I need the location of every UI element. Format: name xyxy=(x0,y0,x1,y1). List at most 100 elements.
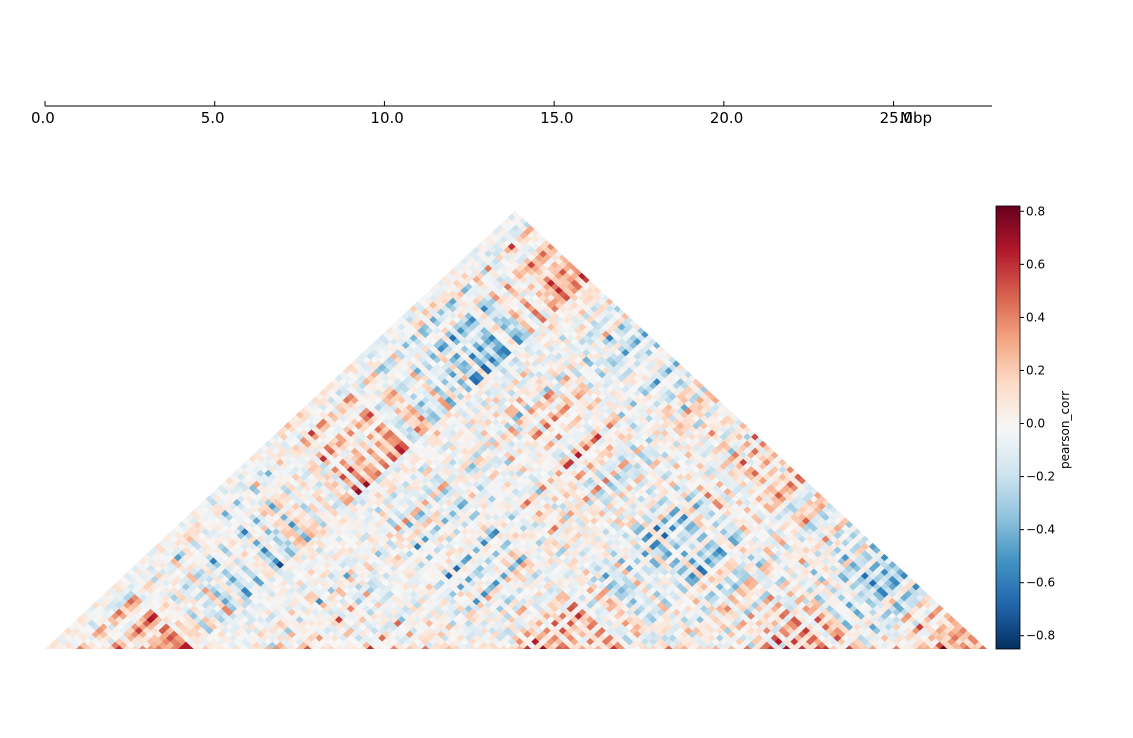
heatmap-cell xyxy=(468,271,478,280)
heatmap-cell xyxy=(460,440,470,449)
heatmap-cell xyxy=(437,330,446,339)
heatmap-cell xyxy=(390,337,399,346)
heatmap-cell xyxy=(468,249,478,258)
heatmap-cell xyxy=(366,535,376,544)
genomic-x-axis: 0.0 5.0 10.0 15.0 20.0 25.0 Mbp xyxy=(31,101,992,127)
heatmap-cell xyxy=(154,622,164,632)
heatmap-cell xyxy=(378,451,387,460)
heatmap-cell xyxy=(437,293,446,302)
heatmap-cell xyxy=(284,619,293,628)
heatmap-cell xyxy=(390,403,399,412)
heatmap-cell xyxy=(598,297,607,306)
heatmap-cell xyxy=(350,359,360,368)
heatmap-cell xyxy=(338,473,348,482)
heatmap-cell xyxy=(174,619,183,628)
heatmap-cell xyxy=(554,337,564,346)
heatmap-cell xyxy=(523,432,533,441)
heatmap-cell xyxy=(421,403,431,412)
heatmap-cell xyxy=(382,440,391,449)
heatmap-cell xyxy=(327,410,336,419)
heatmap-cell xyxy=(56,641,66,649)
heatmap-cell xyxy=(378,531,387,540)
heatmap-cell xyxy=(476,257,485,266)
heatmap-cell xyxy=(378,553,387,562)
heatmap-cell xyxy=(515,257,525,266)
heatmap-cell xyxy=(468,279,478,288)
heatmap-cell xyxy=(299,641,309,649)
heatmap-cell xyxy=(625,337,635,346)
heatmap-cell xyxy=(174,560,183,569)
heatmap-cell xyxy=(134,560,144,569)
heatmap-cell xyxy=(539,293,548,302)
heatmap-cell xyxy=(299,582,309,591)
heatmap-cell xyxy=(303,498,313,507)
heatmap-cell xyxy=(181,604,191,613)
heatmap-cell xyxy=(366,491,376,500)
heatmap-cell xyxy=(515,323,525,332)
heatmap-cell xyxy=(280,513,289,522)
heatmap-cell xyxy=(460,330,470,339)
heatmap-cell xyxy=(598,355,607,365)
heatmap-cell xyxy=(594,366,603,376)
x-tick-label: 25.0 xyxy=(880,109,913,127)
heatmap-cell xyxy=(233,498,242,507)
heatmap-cell xyxy=(539,301,548,310)
heatmap-cell xyxy=(586,315,595,324)
heatmap-cell xyxy=(429,388,438,397)
heatmap-cell xyxy=(233,622,242,632)
heatmap-cell xyxy=(342,483,352,493)
heatmap-cell xyxy=(303,622,313,632)
heatmap-cell xyxy=(233,579,242,588)
heatmap-cell xyxy=(444,359,454,368)
heatmap-cell xyxy=(284,626,293,635)
heatmap-cell xyxy=(499,381,509,390)
heatmap-cell xyxy=(248,476,258,485)
heatmap-cell xyxy=(331,560,340,569)
heatmap-cell xyxy=(350,491,360,500)
heatmap-cell xyxy=(287,601,297,610)
heatmap-cell xyxy=(499,293,509,302)
heatmap-cell xyxy=(382,388,391,397)
heatmap-cell xyxy=(303,535,313,544)
heatmap-cell xyxy=(539,337,548,346)
heatmap-cell xyxy=(499,410,509,419)
heatmap-cell xyxy=(338,377,348,386)
heatmap-cell xyxy=(276,619,285,628)
heatmap-cell xyxy=(460,498,470,507)
heatmap-cell xyxy=(523,301,533,310)
heatmap-cell xyxy=(378,494,387,504)
heatmap-cell xyxy=(311,476,321,485)
heatmap-cell xyxy=(468,301,478,310)
heatmap-cell xyxy=(284,451,293,460)
heatmap-cell xyxy=(284,597,293,606)
heatmap-cell xyxy=(499,388,509,397)
heatmap-cell xyxy=(350,469,360,478)
heatmap-cell xyxy=(390,513,399,522)
heatmap-cell xyxy=(539,257,548,266)
heatmap-cell xyxy=(338,494,348,504)
heatmap-cell xyxy=(287,513,297,522)
heatmap-cell xyxy=(499,366,509,376)
heatmap-cell xyxy=(405,425,415,434)
heatmap-cell xyxy=(366,483,376,493)
heatmap-cell xyxy=(625,330,635,339)
heatmap-cell xyxy=(429,469,438,478)
heatmap-cell xyxy=(539,432,548,441)
heatmap-cell xyxy=(382,579,391,588)
heatmap-cell xyxy=(499,301,509,310)
heatmap-cell xyxy=(166,560,175,569)
heatmap-cell xyxy=(327,622,336,632)
heatmap-cell xyxy=(437,301,446,310)
heatmap-cell xyxy=(515,425,525,434)
heatmap-cell xyxy=(311,403,321,412)
heatmap-cell xyxy=(468,366,478,376)
heatmap-cell xyxy=(444,279,454,288)
heatmap-cell xyxy=(193,644,203,649)
heatmap-cell xyxy=(342,476,352,485)
heatmap-cell xyxy=(511,312,521,321)
heatmap-cell xyxy=(146,579,156,588)
heatmap-cell xyxy=(594,359,603,368)
heatmap-cell xyxy=(409,560,419,569)
heatmap-cell xyxy=(586,293,595,302)
heatmap-cell xyxy=(213,560,223,569)
